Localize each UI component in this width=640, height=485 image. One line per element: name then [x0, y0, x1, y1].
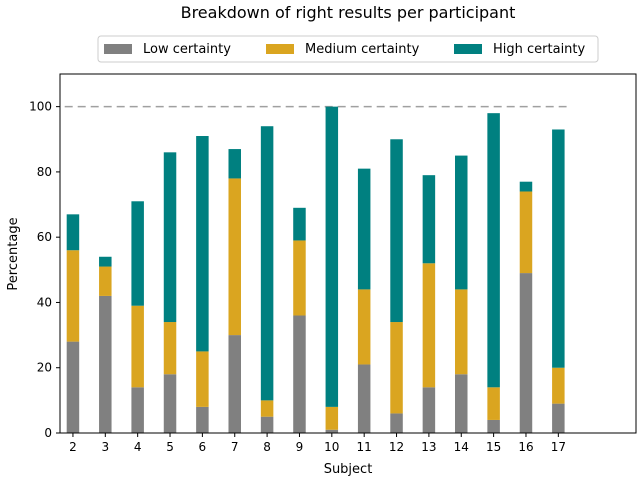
bar-low-subject-16	[519, 273, 533, 433]
bar-low-subject-4	[131, 387, 144, 433]
x-tick-label: 4	[134, 440, 142, 454]
bar-high-subject-3	[99, 256, 112, 267]
x-tick-label: 9	[296, 440, 304, 454]
legend-swatch-low	[104, 44, 132, 54]
y-axis-label: Percentage	[6, 217, 21, 290]
bar-medium-subject-2	[66, 250, 80, 342]
bar-low-subject-8	[260, 416, 274, 433]
x-tick-label: 17	[551, 440, 566, 454]
axes-frame	[59, 73, 637, 434]
bar-medium-subject-16	[519, 191, 533, 274]
y-tick-label: 60	[37, 230, 52, 244]
bar-low-subject-12	[390, 413, 403, 433]
legend-label-medium: Medium certainty	[305, 42, 420, 57]
bar-high-subject-15	[487, 113, 500, 388]
bar-low-subject-10	[325, 429, 339, 433]
x-tick-label: 13	[421, 440, 436, 454]
bar-high-subject-2	[66, 214, 80, 251]
bar-medium-subject-17	[552, 367, 565, 404]
x-tick-label: 10	[324, 440, 339, 454]
bar-high-subject-5	[163, 152, 177, 323]
x-tick-label: 11	[357, 440, 372, 454]
bar-medium-subject-12	[390, 322, 403, 414]
bar-low-subject-3	[99, 295, 112, 433]
bar-high-subject-14	[455, 155, 468, 290]
bar-low-subject-17	[552, 403, 565, 433]
bar-low-subject-5	[163, 374, 177, 433]
x-tick-label: 7	[231, 440, 239, 454]
bar-high-subject-6	[196, 136, 209, 352]
x-tick-label: 12	[389, 440, 404, 454]
x-tick-label: 3	[101, 440, 109, 454]
bar-medium-subject-11	[357, 289, 371, 365]
bar-medium-subject-14	[455, 289, 468, 375]
bar-high-subject-12	[390, 139, 403, 323]
bar-high-subject-8	[260, 126, 274, 401]
legend-swatch-high	[454, 44, 482, 54]
bar-high-subject-16	[519, 181, 533, 192]
bar-high-subject-11	[357, 168, 371, 290]
bar-high-subject-13	[422, 175, 436, 264]
bar-high-subject-7	[228, 149, 241, 179]
y-tick-label: 100	[29, 100, 52, 114]
bar-medium-subject-6	[196, 351, 209, 407]
bar-medium-subject-15	[487, 387, 500, 420]
bar-low-subject-9	[293, 315, 306, 433]
legend-box	[97, 35, 599, 63]
bar-low-subject-14	[455, 374, 468, 433]
bar-low-subject-2	[66, 341, 80, 433]
plot-area: 2 3 4 5 6 7 8 9 10 11 12 13 14 15 16 17 0 20 40 60 80 100	[29, 73, 637, 454]
bar-high-subject-17	[552, 129, 565, 368]
bar-medium-subject-3	[99, 266, 112, 296]
x-tick-label: 14	[454, 440, 469, 454]
legend: Low certainty Medium certainty High certai…	[97, 35, 599, 63]
legend-label-high: High certainty	[493, 42, 586, 57]
y-tick-label: 20	[37, 361, 52, 375]
x-tick-label: 15	[486, 440, 501, 454]
x-tick-label: 8	[263, 440, 271, 454]
bar-medium-subject-8	[260, 400, 274, 417]
y-tick-label: 80	[37, 165, 52, 179]
bar-high-subject-10	[325, 106, 339, 407]
bar-low-subject-15	[487, 419, 500, 433]
x-tick-label: 5	[166, 440, 174, 454]
bar-medium-subject-4	[131, 305, 144, 388]
legend-swatch-medium	[266, 44, 294, 54]
bar-low-subject-11	[357, 364, 371, 433]
x-tick-label: 2	[69, 440, 77, 454]
bar-low-subject-13	[422, 387, 436, 433]
bar-low-subject-7	[228, 335, 241, 433]
x-tick-label: 6	[199, 440, 207, 454]
chart-title: Breakdown of right results per participa…	[181, 3, 516, 22]
bar-medium-subject-7	[228, 178, 241, 336]
bar-medium-subject-9	[293, 240, 306, 316]
legend-label-low: Low certainty	[143, 42, 231, 57]
bar-low-subject-6	[196, 406, 209, 433]
x-tick-label: 16	[518, 440, 533, 454]
bar-high-subject-9	[293, 207, 306, 241]
bar-high-subject-4	[131, 201, 144, 306]
x-axis-label: Subject	[324, 462, 373, 477]
bar-medium-subject-10	[325, 406, 339, 430]
y-tick-label: 0	[44, 426, 52, 440]
bar-medium-subject-5	[163, 322, 177, 375]
y-tick-label: 40	[37, 295, 52, 309]
bar-medium-subject-13	[422, 263, 436, 388]
